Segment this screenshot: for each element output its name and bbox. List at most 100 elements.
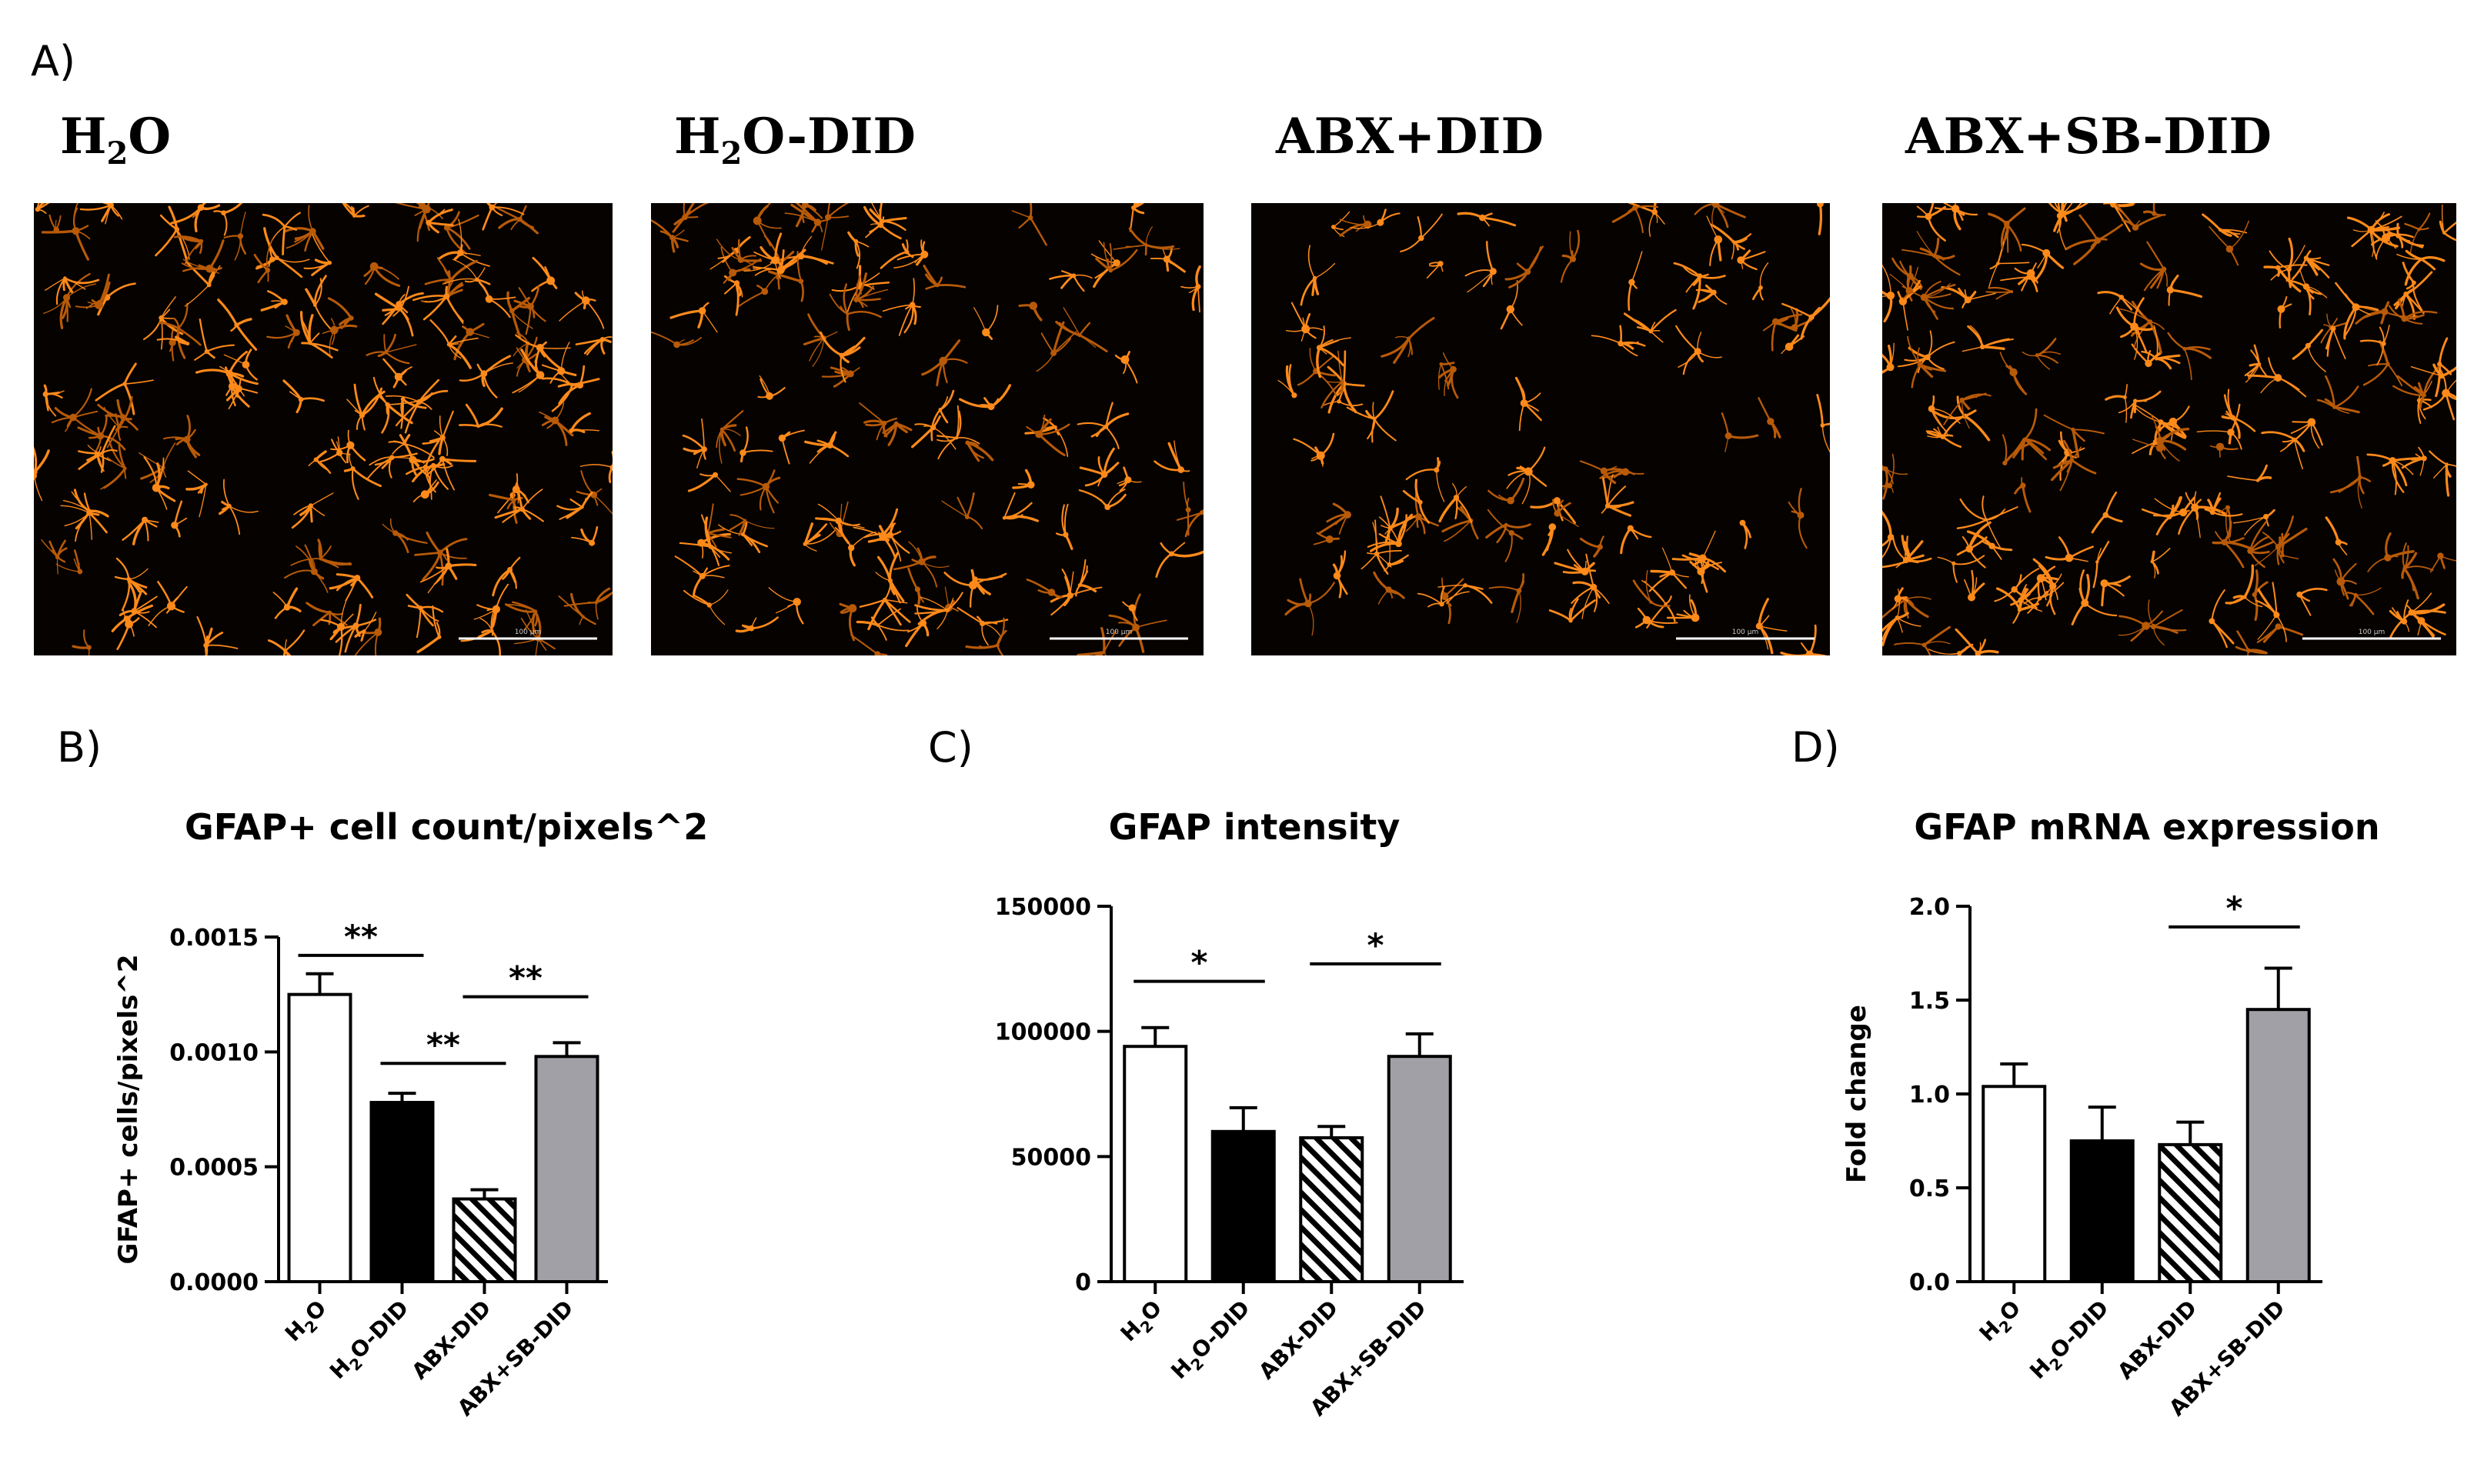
astrocyte-cell: [283, 205, 325, 252]
astrocyte-cell: [2012, 408, 2052, 461]
astrocyte-cell: [2366, 453, 2424, 495]
astrocyte-cell: [35, 203, 50, 214]
astrocyte-cell: [42, 384, 65, 417]
astrocyte-cell: [882, 278, 921, 336]
astrocyte-cell: [923, 265, 967, 290]
micrograph-texture: 100 µm: [1882, 203, 2456, 655]
astrocyte-cell: [1114, 351, 1138, 384]
significance-label: **: [344, 918, 378, 955]
astrocyte-cell: [438, 218, 490, 267]
astrocyte-cell: [669, 302, 718, 333]
astrocyte-cell: [406, 593, 444, 639]
astrocyte-cell: [1780, 624, 1828, 655]
astrocyte-cell: [2196, 403, 2242, 450]
y-tick-label: 0: [1075, 1269, 1091, 1296]
bar: [369, 1101, 435, 1284]
x-tick-label: H2O: [1116, 1296, 1170, 1350]
astrocyte-cell: [930, 389, 955, 442]
astrocyte-cell: [386, 379, 449, 434]
astrocyte-cell: [2204, 492, 2243, 517]
astrocyte-cell: [1916, 203, 1947, 242]
astrocyte-cell: [2065, 214, 2123, 265]
astrocyte-cell: [2252, 569, 2269, 622]
panel-c-label: C): [928, 723, 973, 772]
astrocyte-cell: [75, 416, 126, 455]
astrocyte-cell: [1077, 627, 1117, 655]
astrocyte-cell: [856, 608, 910, 641]
astrocyte-cell: [1907, 335, 1947, 389]
astrocyte-cell: [291, 492, 334, 529]
astrocyte-cell: [156, 335, 190, 346]
astrocyte-cell: [2209, 442, 2239, 458]
x-tick-label: H2O: [1975, 1296, 2029, 1350]
astrocyte-cell: [2429, 552, 2456, 573]
astrocyte-cell: [1817, 203, 1825, 235]
astrocyte-cell: [1373, 571, 1405, 605]
astrocyte-cell: [479, 282, 516, 318]
astrocyte-cell: [366, 333, 417, 365]
y-tick-label: 100000: [995, 1019, 1091, 1046]
astrocyte-cell: [735, 616, 779, 633]
astrocyte-cell: [51, 388, 98, 432]
astrocyte-cell: [2404, 212, 2431, 254]
chart-c-title: GFAP intensity: [1108, 806, 1401, 848]
astrocyte-cell: [443, 211, 479, 255]
astrocyte-cell: [217, 298, 258, 351]
astrocyte-cell: [1882, 589, 1921, 647]
astrocyte-cell: [41, 539, 68, 575]
astrocyte-cell: [2232, 509, 2275, 536]
astrocyte-cell: [459, 403, 503, 429]
astrocyte-cell: [1882, 453, 1895, 493]
y-axis-label: Fold change: [1841, 1005, 1872, 1183]
astrocyte-cell: [2329, 455, 2371, 509]
astrocyte-cell: [142, 296, 184, 350]
astrocyte-cell: [1514, 376, 1542, 432]
astrocyte-cell: [219, 479, 259, 535]
astrocyte-cell: [1706, 215, 1723, 266]
astrocyte-cell: [303, 234, 332, 276]
astrocyte-cell: [327, 297, 354, 329]
astrocyte-cell: [1689, 557, 1722, 593]
astrocyte-cell: [305, 602, 348, 627]
astrocyte-cell: [363, 262, 401, 287]
astrocyte-cell: [2014, 267, 2038, 292]
astrocyte-cell: [803, 522, 836, 552]
chart-d-title: GFAP mRNA expression: [1914, 806, 2380, 848]
astrocyte-cell: [1882, 510, 1895, 559]
astrocyte-cell: [1108, 593, 1167, 653]
astrocyte-cell: [569, 412, 599, 434]
astrocyte-cell: [2141, 325, 2181, 370]
astrocyte-cell: [1666, 594, 1700, 622]
astrocyte-cell: [1966, 530, 2013, 560]
astrocyte-cell: [1882, 264, 1895, 323]
astrocyte-cell: [1752, 262, 1769, 301]
astrocyte-cell: [2142, 203, 2166, 216]
micrograph-texture: 100 µm: [34, 203, 613, 655]
astrocyte-cell: [382, 358, 412, 389]
astrocyte-cell: [223, 212, 247, 261]
astrocyte-cell: [78, 425, 118, 473]
astrocyte-cell: [1313, 532, 1340, 545]
y-tick-label: 1.5: [1909, 988, 1950, 1015]
astrocyte-cell: [850, 634, 888, 655]
astrocyte-cell: [1437, 583, 1493, 605]
astrocyte-cell: [1758, 397, 1781, 439]
astrocyte-cell: [1438, 483, 1472, 523]
astrocyte-cell: [2370, 228, 2414, 259]
astrocyte-cell: [941, 492, 983, 530]
astrocyte-cell: [2092, 540, 2110, 589]
astrocyte-cell: [515, 334, 571, 371]
astrocyte-cell: [556, 491, 593, 520]
astrocyte-cell: [494, 482, 544, 523]
astrocyte-cell: [738, 267, 787, 307]
astrocyte-cell: [1739, 519, 1751, 549]
astrocyte-cell: [1955, 628, 1999, 655]
astrocyte-cell: [1554, 549, 1596, 575]
astrocyte-cell: [1634, 607, 1678, 629]
astrocyte-cell: [2332, 558, 2357, 600]
y-tick-label: 150000: [995, 894, 1091, 921]
astrocyte-cell: [2401, 542, 2434, 600]
astrocyte-cell: [2362, 339, 2403, 387]
scale-bar-label: 100 µm: [1106, 629, 1133, 636]
astrocyte-cell: [957, 607, 1009, 646]
